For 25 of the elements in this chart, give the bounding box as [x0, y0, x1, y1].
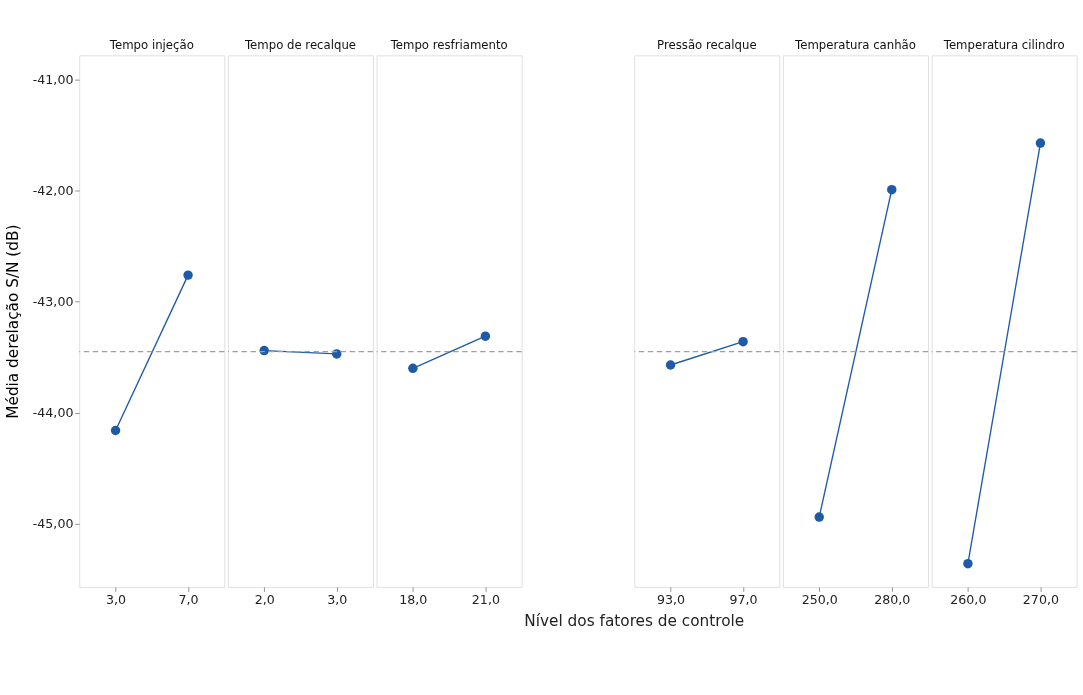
x-tick-label: 2,0: [254, 591, 275, 607]
y-axis-title: Média derelação S/N (dB): [4, 224, 23, 419]
y-tick-label: -44,00: [32, 404, 74, 420]
x-tick-label: 260,0: [950, 591, 987, 607]
y-tick-label: -45,00: [32, 515, 74, 531]
y-tick-label: -43,00: [32, 293, 74, 309]
chart-title: Pressão recalque: [657, 38, 757, 53]
chart-title: Tempo injeção: [108, 38, 194, 53]
chart-title: Tempo de recalque: [243, 38, 357, 53]
x-tick-label: 7,0: [178, 591, 199, 607]
x-tick-label: 3,0: [327, 591, 348, 607]
x-tick-label: 21,0: [471, 591, 500, 607]
chart-title: Temperatura cilindro: [942, 38, 1065, 53]
x-tick-label: 250,0: [801, 591, 838, 607]
chart-title: Tempo resfriamento: [389, 38, 508, 53]
x-tick-label: 93,0: [656, 591, 686, 607]
x-tick-label: 97,0: [729, 591, 758, 607]
y-tick-label: -41,00: [32, 71, 74, 87]
chart-title: Temperatura canhão: [794, 38, 916, 53]
y-tick-label: -42,00: [32, 182, 74, 198]
x-axis-title: Nível dos fatores de controle: [524, 611, 745, 630]
x-tick-label: 3,0: [105, 591, 127, 607]
x-tick-label: 280,0: [874, 591, 911, 607]
x-tick-label: 18,0: [399, 591, 428, 607]
x-tick-label: 270,0: [1022, 591, 1059, 607]
